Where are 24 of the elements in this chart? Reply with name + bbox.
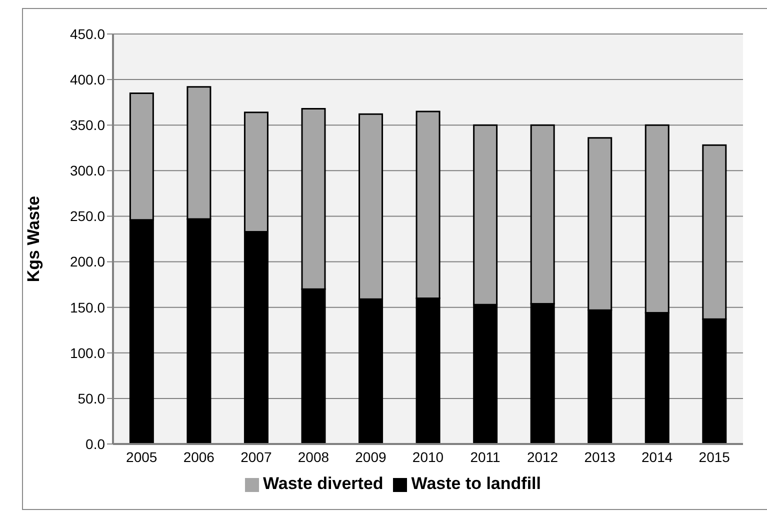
- x-tick-label: 2013: [584, 448, 616, 465]
- y-tick-label: 250.0: [70, 208, 106, 224]
- y-tick-label: 0.0: [86, 436, 106, 452]
- x-tick-label: 2006: [183, 448, 215, 465]
- x-tick-label: 2005: [126, 448, 158, 465]
- legend-label: Waste to landfill: [411, 474, 541, 493]
- y-tick-label: 450.0: [70, 26, 106, 42]
- y-axis-title: Kgs Waste: [24, 196, 44, 282]
- y-tick-label: 50.0: [78, 390, 106, 406]
- x-tick-label: 2007: [240, 448, 272, 465]
- y-tick-label: 300.0: [70, 162, 106, 179]
- x-tick-label: 2008: [298, 448, 330, 465]
- y-tick-label: 150.0: [70, 299, 106, 316]
- y-tick-label: 400.0: [70, 72, 106, 88]
- x-tick-label: 2010: [412, 448, 444, 465]
- x-tick-label: 2009: [355, 448, 387, 465]
- y-tick-label: 100.0: [70, 344, 106, 361]
- y-tick-label: 350.0: [70, 117, 106, 134]
- legend-label: Waste diverted: [262, 474, 384, 493]
- x-tick-label: 2015: [698, 448, 730, 465]
- x-tick-label: 2014: [642, 448, 673, 465]
- y-tick-label: 200.0: [70, 254, 106, 270]
- x-tick-label: 2011: [470, 448, 501, 465]
- x-tick-label: 2012: [526, 448, 558, 465]
